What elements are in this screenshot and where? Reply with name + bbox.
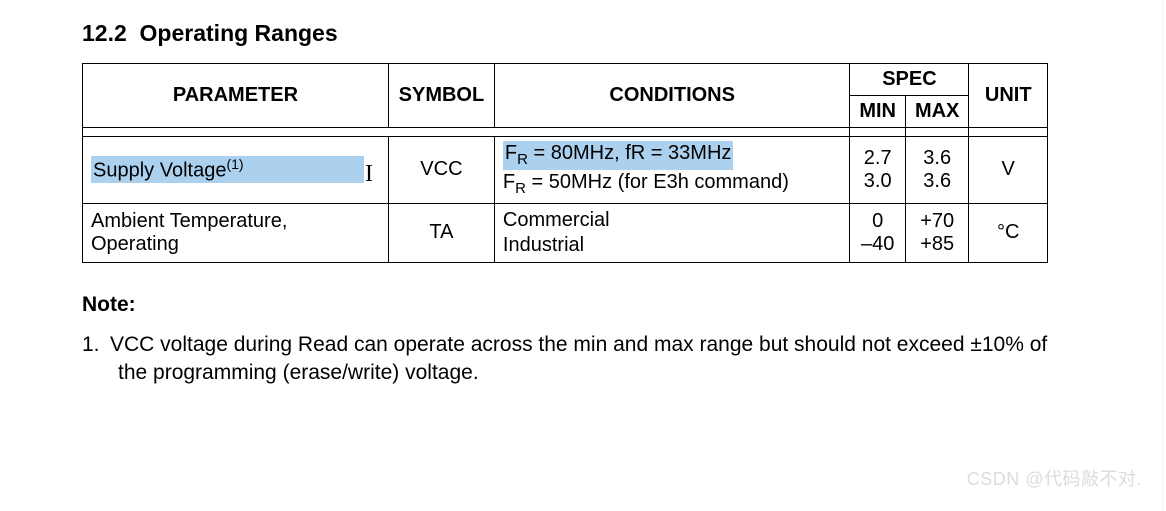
conditions-cell: FR = 80MHz, fR = 33MHz FR = 50MHz (for E…: [494, 137, 850, 204]
conditions-cell: Commercial Industrial: [494, 203, 850, 262]
note-number: 1.: [82, 331, 110, 359]
min-cell: 0 –40: [850, 203, 905, 262]
note-heading: Note:: [82, 293, 1106, 317]
note-line1: VCC voltage during Read can operate acro…: [110, 333, 1047, 356]
parameter-cell: Ambient Temperature, Operating: [83, 203, 389, 262]
operating-ranges-table: PARAMETER SYMBOL CONDITIONS SPEC UNIT MI…: [82, 63, 1048, 263]
col-header-parameter: PARAMETER: [83, 64, 389, 128]
max-cell: +70 +85: [905, 203, 969, 262]
right-edge-decoration: [1162, 0, 1166, 511]
col-header-min: MIN: [850, 96, 905, 128]
col-header-max: MAX: [905, 96, 969, 128]
cond-rest: = 50MHz (for E3h command): [526, 171, 789, 193]
section-heading: 12.2 Operating Ranges: [82, 20, 1106, 47]
max-cell: 3.6 3.6: [905, 137, 969, 204]
table-row: Supply Voltage(1) I VCC FR = 80MHz, fR =…: [83, 137, 1048, 204]
symbol-cell: TA: [388, 203, 494, 262]
col-header-conditions: CONDITIONS: [494, 64, 850, 128]
section-title-text: Operating Ranges: [140, 20, 338, 46]
unit-cell: °C: [969, 203, 1048, 262]
text-cursor: I: [365, 161, 373, 188]
note-item: 1.VCC voltage during Read can operate ac…: [82, 331, 1106, 388]
param-highlight[interactable]: Supply Voltage(1): [91, 156, 364, 183]
note-line2: the programming (erase/write) voltage.: [118, 359, 1106, 387]
cond-highlight[interactable]: FR = 80MHz, fR = 33MHz: [503, 141, 733, 170]
table-row: Ambient Temperature, Operating TA Commer…: [83, 203, 1048, 262]
csdn-watermark: CSDN @代码敲不对.: [967, 465, 1142, 491]
cond-sub: R: [515, 180, 526, 197]
unit-cell: V: [969, 137, 1048, 204]
col-header-symbol: SYMBOL: [388, 64, 494, 128]
cond-prefix: F: [503, 171, 515, 193]
section-number: 12.2: [82, 20, 127, 46]
col-header-unit: UNIT: [969, 64, 1048, 128]
symbol-cell: VCC: [388, 137, 494, 204]
col-header-spec: SPEC: [850, 64, 969, 96]
min-cell: 2.7 3.0: [850, 137, 905, 204]
